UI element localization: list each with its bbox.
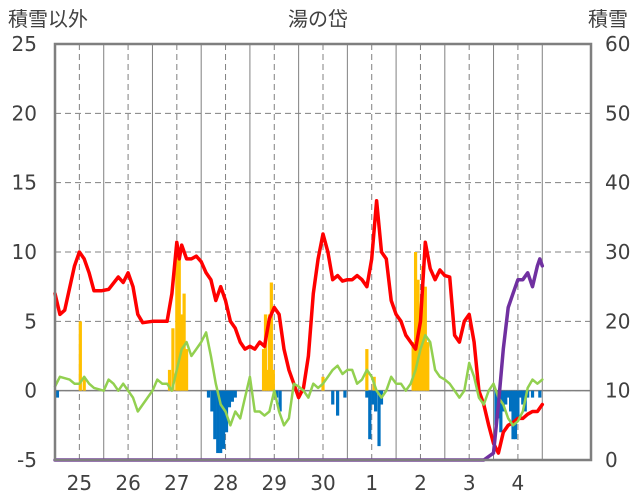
left-tick-label: -5 [17,448,37,472]
snow_depth_change-bar [275,390,279,398]
x-tick-label: 25 [67,471,92,495]
snow_depth_change-bar [365,390,369,398]
snow_depth_change-bar [509,390,513,412]
snow_depth_change-bar [518,390,522,398]
snow_depth_change-bar [213,390,217,440]
left-tick-label: 5 [24,309,37,333]
left-tick-label: 15 [12,171,37,195]
snow_depth_change-bar [374,390,378,412]
snow_depth_change-bar [278,390,282,412]
right-tick-label: 60 [605,32,630,56]
precipitation-bar [78,321,82,391]
snow_depth_change-bar [331,390,335,405]
snow_depth_change-bar [336,390,340,416]
left-tick-label: 20 [12,101,37,125]
left-axis-label: 積雪以外 [8,7,88,31]
precipitation-bar [411,342,415,391]
temperature-line [53,198,545,455]
precipitation-bar [175,252,179,391]
snow_depth_change-bar [368,390,372,440]
precipitation-bar [261,349,266,391]
precipitation-bar [413,252,418,391]
right-tick-label: 20 [605,309,630,333]
snow_depth_change-bar [521,390,525,405]
snow_depth_change-bar [530,390,535,398]
left-tick-label: 0 [24,379,37,403]
x-tick-label: 3 [463,471,476,495]
snow_depth_change-bar [343,390,347,398]
snow_depth_change-bar [504,390,508,405]
snow_depth_change-bar [377,390,381,447]
snow_depth_change-bar [221,390,226,449]
x-tick-label: 28 [213,471,238,495]
plot-frame [53,42,593,462]
snow_depth_change-bar [538,390,542,398]
snow_depth_change-bar [499,390,503,433]
plot-border [53,42,593,462]
precipitation-bar [171,328,175,391]
x-tick-label: 26 [115,471,140,495]
precipitation-bar [426,342,430,391]
precipitation-bar [167,369,172,391]
snow_depth_change-bar [230,390,234,402]
x-tick-label: 29 [262,471,287,495]
precipitation-bar [182,293,186,391]
x-tick-label: 27 [164,471,189,495]
snow_depth_change-bar [206,390,211,398]
snow_depth_change-bar [227,390,232,408]
precipitation-bar [82,376,86,391]
left-tick-label: 25 [12,32,37,56]
precipitation-bar [265,369,270,391]
right-tick-label: 30 [605,240,630,264]
snow_depth_change-bar [506,390,510,398]
right-tick-label: 40 [605,171,630,195]
x-tick-label: 2 [414,471,427,495]
right-tick-label: 0 [605,448,618,472]
precipitation-bar [421,265,425,391]
snow_depth_change-bar [513,390,518,440]
humidity_like-line [53,331,544,427]
x-tick-label: 1 [365,471,378,495]
grid [55,44,591,460]
right-tick-label: 10 [605,379,630,403]
snow_depth_change-bar [219,390,223,454]
right-tick-label: 50 [605,101,630,125]
precipitation-bar [177,258,181,391]
precipitation-bar [271,369,275,391]
snow_depth_change-bar [216,390,220,454]
x-tick-label: 4 [512,471,525,495]
snow_depth_change-bar [371,390,375,405]
chart-title: 湯の岱 [288,7,348,31]
snow_depth_change-bar [501,390,505,412]
x-tick-label: 30 [310,471,335,495]
snow_depth_change-bar [511,390,515,440]
precipitation-bar [267,314,271,391]
snow_depth_change-bar [55,390,60,398]
snow_depth_change-bar [516,390,520,419]
snow_depth_change-bar [494,390,498,426]
right-axis-label: 積雪 [588,7,628,31]
precipitation-bar [184,349,189,391]
precipitation-bar [263,314,268,391]
precipitation-bar [269,282,273,391]
left-tick-label: 10 [12,240,37,264]
snow_depth_change-bar [210,390,214,412]
snow_depth_change-bar [233,390,237,398]
